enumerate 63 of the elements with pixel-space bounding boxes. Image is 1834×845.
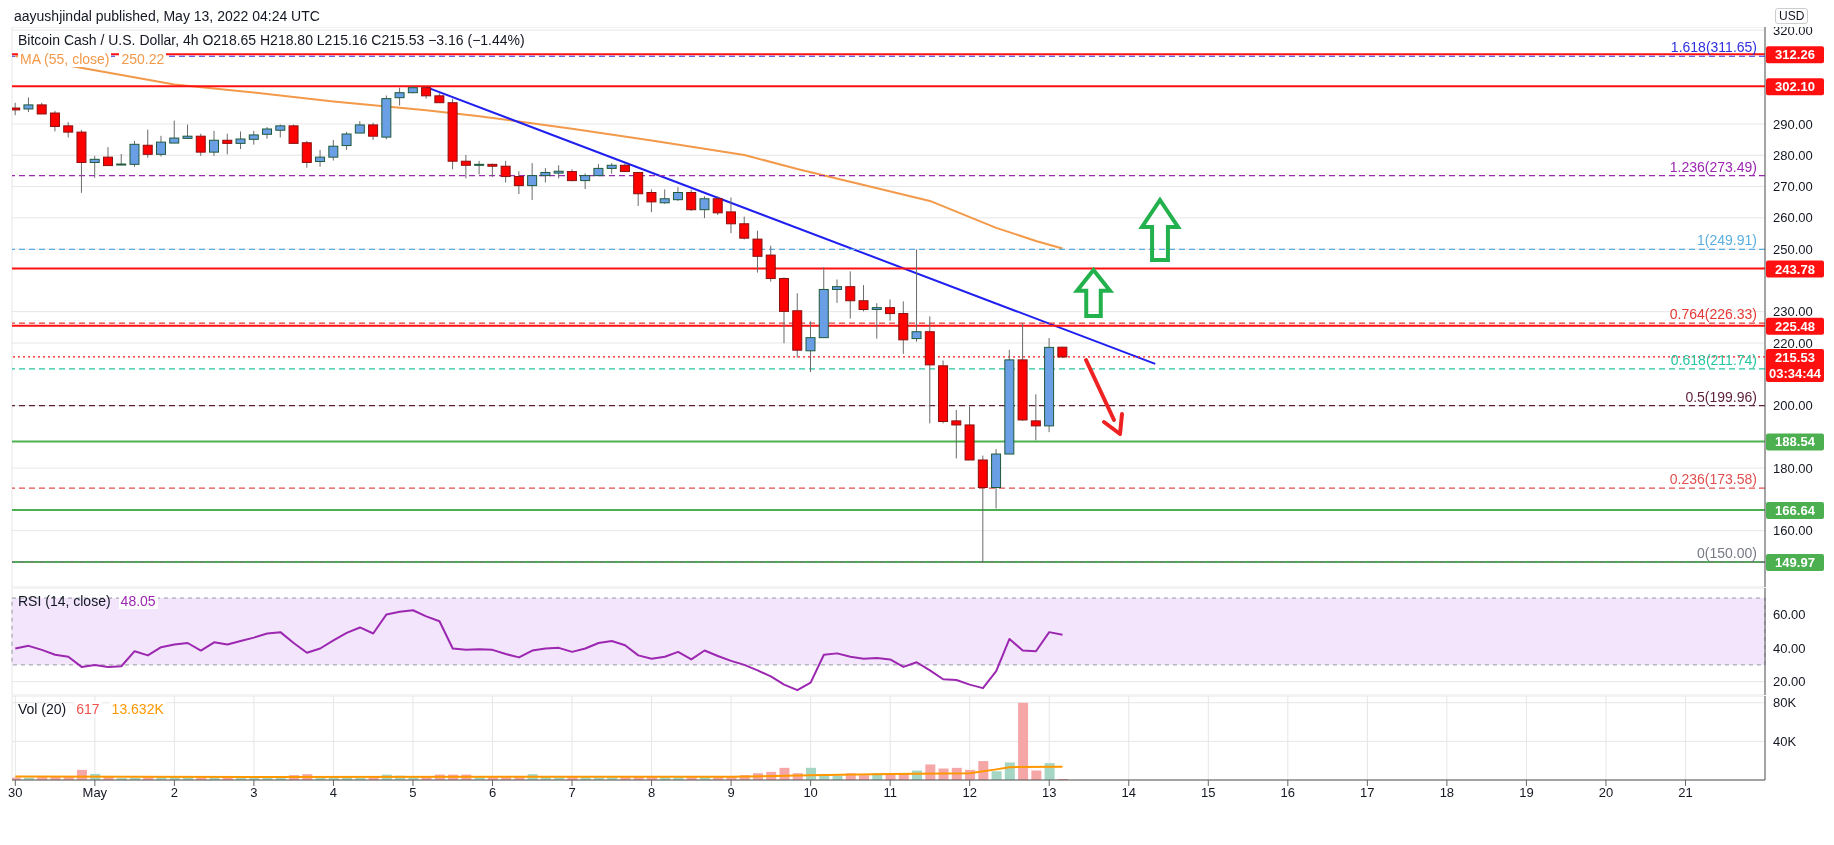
ref-line-label: 0.236(173.58) [1669, 471, 1757, 488]
ref-line-label: 225.48 [1775, 318, 1815, 334]
ref-line-label: 215.53 03:34:44 [1768, 349, 1822, 381]
x-tick-label: 11 [883, 785, 897, 801]
x-tick-label: May [82, 785, 108, 801]
x-tick-label: 18 [1439, 785, 1455, 801]
x-tick-label: 10 [803, 785, 818, 801]
series-label: MA (55, close) [18, 51, 112, 67]
y-tick-label: 20.00 [1773, 674, 1806, 690]
x-tick-label: 21 [1678, 785, 1693, 801]
y-tick-label: 160.00 [1773, 523, 1813, 539]
y-tick-label: 220.00 [1773, 335, 1813, 351]
chart-subtitle: Bitcoin Cash / U.S. Dollar, 4h O218.65 H218.80 L215.16 C215.53 −3.16 (−1.44%) [18, 31, 525, 50]
ref-line-label: 1(249.91) [1697, 232, 1757, 249]
y-tick-label: 40K [1773, 733, 1797, 749]
x-tick-label: 4 [329, 785, 338, 801]
ref-line-label: 0.5(199.96) [1685, 388, 1757, 405]
chart-title: RSI (14, close) [18, 593, 111, 609]
x-tick-label: 15 [1201, 785, 1216, 801]
ref-line-label: 0(150.00) [1697, 544, 1757, 561]
annotation: 250.22 [119, 51, 167, 67]
ref-line-label: 0.764(226.33) [1669, 306, 1757, 323]
ref-line-label: 243.78 [1775, 261, 1815, 277]
x-tick-label: 16 [1280, 785, 1296, 801]
ref-line-label: 166.64 [1775, 502, 1816, 518]
annotation: 48.05 [118, 593, 158, 609]
y-tick-label: 230.00 [1773, 304, 1813, 320]
x-tick-label: 2 [170, 785, 178, 801]
chart-title: Vol (20) [18, 701, 67, 717]
ref-line-label: 188.54 [1775, 434, 1816, 450]
x-tick-label: 3 [250, 785, 258, 801]
y-tick-label: 290.00 [1773, 116, 1813, 132]
ref-line-label: 0.618(211.74) [1670, 351, 1757, 368]
ref-line-label: 149.97 [1775, 555, 1815, 571]
y-tick-label: 180.00 [1773, 460, 1813, 476]
y-tick-label: 40.00 [1773, 640, 1806, 656]
x-tick-label: 19 [1519, 785, 1534, 801]
y-tick-label: 200.00 [1773, 398, 1813, 414]
x-tick-label: 17 [1360, 785, 1375, 801]
x-tick-label: 12 [962, 785, 977, 801]
x-tick-label: 7 [568, 785, 576, 801]
y-tick-label: 60.00 [1773, 607, 1806, 623]
y-tick-label: 80K [1773, 695, 1797, 711]
y-tick-label: 270.00 [1773, 179, 1813, 195]
x-tick-label: 13 [1041, 785, 1057, 801]
x-tick-label: 6 [488, 785, 497, 801]
x-tick-label: 8 [647, 785, 656, 801]
annotation: 13.632K [109, 701, 166, 717]
y-tick-label: 280.00 [1773, 147, 1813, 163]
annotation: 617 [74, 701, 102, 717]
ref-line-label: 1.618(311.65) [1670, 39, 1757, 56]
y-axis-title: USD [1775, 8, 1809, 24]
y-tick-label: 260.00 [1773, 210, 1813, 226]
x-tick-label: 14 [1121, 785, 1136, 801]
ref-line-label: 302.10 [1775, 79, 1815, 95]
y-tick-label: 250.00 [1773, 241, 1813, 257]
ref-line-label: 312.26 [1775, 47, 1815, 63]
x-tick-label: 9 [727, 785, 735, 801]
x-tick-label: 5 [409, 785, 417, 801]
chart-title: aayushjindal published, May 13, 2022 04:24 UTC [14, 8, 320, 24]
ref-line-label: 1.236(273.49) [1669, 158, 1757, 175]
x-tick-label: 30 [8, 785, 23, 801]
x-tick-label: 20 [1598, 785, 1614, 801]
